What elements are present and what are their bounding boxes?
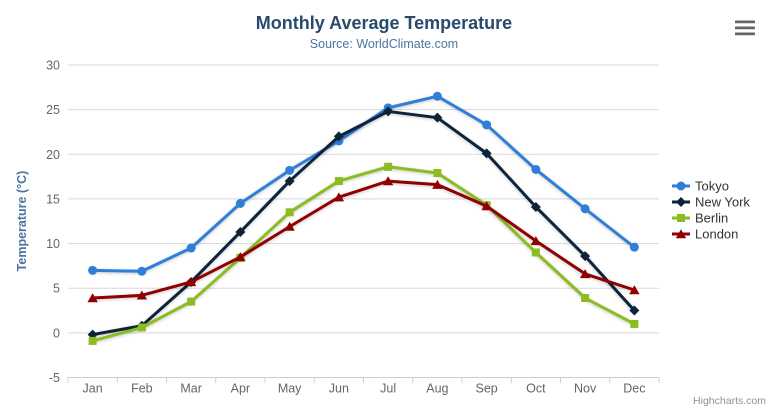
x-tick-label: Jun (329, 382, 349, 396)
legend-item-label: Tokyo (695, 179, 729, 194)
x-tick-label: Aug (426, 382, 448, 396)
data-point-marker[interactable] (334, 177, 343, 186)
y-axis-labels: -5 0 5 10 15 20 25 30 (46, 59, 60, 386)
series-line (91, 179, 636, 300)
legend-item-new-york[interactable]: New York (672, 195, 750, 210)
data-point-marker[interactable] (88, 336, 97, 345)
data-point-marker[interactable] (579, 269, 591, 279)
series-london[interactable] (87, 176, 640, 303)
data-point-marker[interactable] (88, 265, 98, 275)
data-point-marker[interactable] (87, 293, 98, 303)
data-point-marker[interactable] (137, 323, 146, 332)
data-point-marker[interactable] (531, 248, 540, 257)
data-point-marker[interactable] (530, 201, 541, 212)
data-point-marker[interactable] (580, 204, 590, 214)
data-point-marker[interactable] (186, 243, 196, 253)
x-tick-label: Sep (476, 382, 498, 396)
x-tick-label: Apr (231, 382, 250, 396)
y-tick-label: 15 (46, 192, 60, 206)
data-point-marker[interactable] (383, 106, 394, 117)
legend-item-tokyo[interactable]: Tokyo (672, 179, 729, 194)
data-point-marker[interactable] (137, 266, 147, 276)
data-point-marker[interactable] (433, 169, 442, 178)
x-tick-label: Mar (180, 382, 202, 396)
credits-link[interactable]: Highcharts.com (693, 395, 766, 407)
data-point-marker[interactable] (285, 208, 294, 217)
data-point-marker[interactable] (481, 201, 492, 211)
data-point-marker[interactable] (235, 252, 246, 262)
data-point-marker[interactable] (580, 251, 591, 262)
y-tick-label: 20 (46, 148, 60, 162)
chart-title: Monthly Average Temperature (256, 13, 512, 33)
legend-item-label: London (695, 227, 738, 242)
data-point-marker[interactable] (629, 305, 640, 316)
triangle-icon (675, 229, 687, 239)
x-tick-label: Jan (83, 382, 103, 396)
data-point-marker[interactable] (384, 162, 393, 171)
x-tick-label: Dec (623, 382, 645, 396)
y-tick-label: 0 (53, 326, 60, 340)
data-point-marker[interactable] (482, 120, 492, 130)
data-point-marker[interactable] (629, 242, 639, 252)
hamburger-icon (735, 20, 755, 36)
data-point-marker[interactable] (432, 112, 443, 123)
data-point-marker[interactable] (187, 297, 196, 306)
data-point-marker[interactable] (333, 192, 345, 202)
x-tick-label: Jul (380, 382, 396, 396)
series-line (91, 109, 636, 337)
data-point-marker[interactable] (481, 148, 492, 159)
data-point-marker[interactable] (382, 176, 394, 186)
data-point-marker[interactable] (432, 179, 443, 189)
data-point-marker[interactable] (530, 236, 542, 246)
export-menu-button[interactable] (735, 20, 755, 36)
y-axis-title: Temperature (°C) (15, 171, 29, 272)
data-point-marker[interactable] (284, 221, 295, 231)
data-point-marker[interactable] (629, 285, 640, 295)
data-point-marker[interactable] (581, 294, 590, 303)
legend-item-label: Berlin (695, 211, 728, 226)
y-tick-label: 25 (46, 103, 60, 117)
legend-item-label: New York (695, 195, 750, 210)
y-tick-label: -5 (49, 371, 60, 385)
x-tick-label: Nov (574, 382, 597, 396)
data-point-marker[interactable] (284, 176, 295, 187)
x-tick-label: May (278, 382, 302, 396)
data-point-marker[interactable] (531, 164, 541, 174)
x-axis: Jan Feb Mar Apr May Jun Jul Aug Sep Oct Nov Dec (67, 377, 660, 396)
series-new-york[interactable] (87, 106, 640, 340)
data-point-marker[interactable] (185, 277, 197, 287)
square-icon (677, 214, 685, 222)
data-point-marker[interactable] (432, 91, 442, 101)
data-point-marker[interactable] (136, 290, 148, 300)
y-tick-label: 10 (46, 237, 60, 251)
data-point-marker[interactable] (630, 319, 639, 328)
x-tick-label: Oct (526, 382, 546, 396)
chart-subtitle: Source: WorldClimate.com (310, 37, 458, 51)
y-tick-label: 5 (53, 282, 60, 296)
y-tick-label: 30 (46, 59, 60, 73)
legend-item-london[interactable]: London (672, 227, 738, 242)
x-tick-label: Feb (131, 382, 153, 396)
gridlines (68, 64, 659, 378)
series-layer (87, 91, 640, 345)
data-point-marker[interactable] (285, 165, 295, 175)
data-point-marker[interactable] (235, 198, 245, 208)
series-line (91, 165, 636, 343)
legend-item-berlin[interactable]: Berlin (672, 211, 728, 226)
data-point-marker[interactable] (333, 131, 344, 142)
data-point-marker[interactable] (235, 226, 246, 237)
circle-icon (676, 181, 686, 191)
diamond-icon (676, 197, 686, 207)
series-tokyo[interactable] (88, 91, 639, 276)
